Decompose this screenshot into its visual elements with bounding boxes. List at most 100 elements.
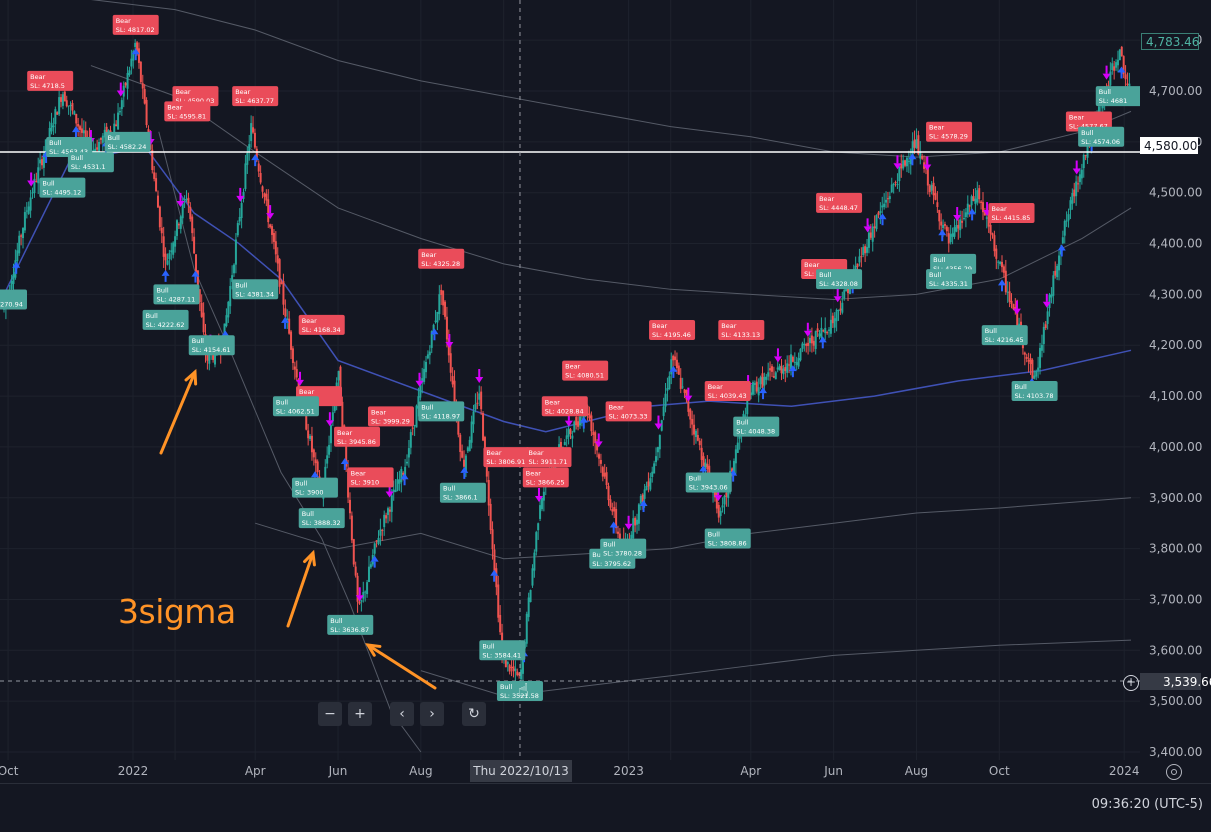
candle-body <box>831 315 834 324</box>
bull-tag-sl: SL: 4062.51 <box>276 407 315 415</box>
candle-body <box>833 318 836 328</box>
candle-body <box>869 232 872 238</box>
bear-arrow-stem <box>388 483 391 492</box>
bull-arrow-stem <box>463 472 466 479</box>
bull-arrow-marker <box>370 555 379 562</box>
candle-body <box>881 205 884 208</box>
bear-arrow-marker <box>355 595 364 602</box>
time-axis[interactable]: Oct 2022 Apr Jun Aug 2023 Apr Jun Aug Oct 2024 <box>0 764 1139 778</box>
bear-arrow-stem <box>986 202 989 211</box>
candle-body <box>1067 214 1070 221</box>
candle-body <box>1071 192 1074 204</box>
bull-tag-sl: SL: 4381.34 <box>235 290 274 298</box>
candle-body <box>1031 359 1034 379</box>
bull-arrow-marker <box>818 336 827 343</box>
candle-body <box>660 420 663 431</box>
bull-arrow-stem <box>74 132 77 139</box>
bear-arrow-marker <box>325 420 334 427</box>
candle-body <box>658 435 661 450</box>
candle-body <box>596 443 599 451</box>
candle-body <box>392 489 395 493</box>
bear-arrow-stem <box>239 187 242 196</box>
candle-body <box>117 112 120 130</box>
candle-body <box>932 182 935 196</box>
bear-arrow-marker <box>803 330 812 337</box>
candle-body <box>765 376 768 380</box>
bull-tag-box <box>1095 86 1142 107</box>
bull-tag-title: Bull <box>421 403 433 411</box>
candle-body <box>348 499 351 514</box>
candle-body <box>386 508 389 515</box>
bear-tag-sl: SL: 4168.34 <box>302 326 341 334</box>
candle-body <box>955 225 958 232</box>
bull-tag-sl: SL: 4154.61 <box>192 346 231 354</box>
hand-cursor-icon: ☝ <box>518 680 529 701</box>
candle-body <box>617 531 620 534</box>
candle-body <box>947 233 950 244</box>
scroll-left-button[interactable]: ‹ <box>390 702 414 726</box>
horizontal-line-price-tag[interactable]: 4,580.00 <box>1140 137 1198 154</box>
bear-arrow-stem <box>747 375 750 384</box>
bull-tag-sl: SL: 4531.1 <box>71 163 106 171</box>
bear-arrow-marker <box>116 90 125 97</box>
bull-arrow-marker <box>669 365 678 372</box>
reset-chart-button[interactable]: ↻ <box>462 702 486 726</box>
bear-tag-title: Bear <box>337 429 352 437</box>
candle-body <box>402 472 405 475</box>
bear-tag-sl: SL: 3945.86 <box>337 438 376 446</box>
candle-body <box>485 459 488 477</box>
bear-arrow-marker <box>654 423 663 430</box>
add-alert-plus-icon[interactable]: + <box>1123 675 1139 691</box>
arrow-icon <box>286 551 315 628</box>
zoom-out-button[interactable]: − <box>318 702 342 726</box>
bull-tag-sl: SL: 3943.06 <box>689 484 728 492</box>
candle-body <box>951 233 954 237</box>
time-tick-label: Jun <box>328 764 348 778</box>
bull-tag-box <box>188 335 235 356</box>
candle-body <box>394 490 397 493</box>
candle-body <box>751 382 754 395</box>
candle-body <box>643 489 646 499</box>
zoom-in-button[interactable]: + <box>348 702 372 726</box>
candle-body <box>588 413 591 419</box>
candle-body <box>991 233 994 236</box>
bear-arrow-marker <box>773 356 782 363</box>
bull-tag-title: Bull <box>985 327 997 335</box>
candle-body <box>508 665 511 672</box>
candle-body <box>242 192 245 199</box>
bear-arrow-stem <box>179 192 182 201</box>
bear-arrow-stem <box>418 372 421 381</box>
price-tick-label: 3,400.00 <box>1149 745 1202 759</box>
candle-body <box>607 485 610 501</box>
scroll-right-button[interactable]: › <box>420 702 444 726</box>
candle-body <box>879 210 882 214</box>
candle-body <box>25 210 28 212</box>
candle-body <box>297 379 300 393</box>
gear-icon[interactable] <box>1166 764 1182 780</box>
price-tick-label: 3,900.00 <box>1149 491 1202 505</box>
bear-tag-box <box>605 401 652 422</box>
candle-body <box>464 455 467 472</box>
candle-body <box>915 139 918 149</box>
candle-body <box>744 415 747 417</box>
price-tick-label: 4,200.00 <box>1149 338 1202 352</box>
candle-body <box>894 182 897 184</box>
candle-body <box>388 509 391 512</box>
candle-body <box>774 372 777 380</box>
candle-body <box>782 368 785 375</box>
candle-body <box>375 540 378 542</box>
bull-tag-title: Bull <box>71 154 83 162</box>
clock-readout[interactable]: 09:36:20 (UTC-5) <box>1091 797 1203 812</box>
price-axis[interactable]: 4,800.004,700.004,600.004,500.004,400.00… <box>1140 0 1211 783</box>
bear-arrow-marker <box>1102 73 1111 80</box>
bull-tag-sl: SL: 3636.87 <box>330 626 369 634</box>
candle-body <box>818 333 821 337</box>
candle-body <box>763 376 766 386</box>
bull-arrow-stem <box>791 371 794 378</box>
candle-body <box>1107 85 1110 87</box>
